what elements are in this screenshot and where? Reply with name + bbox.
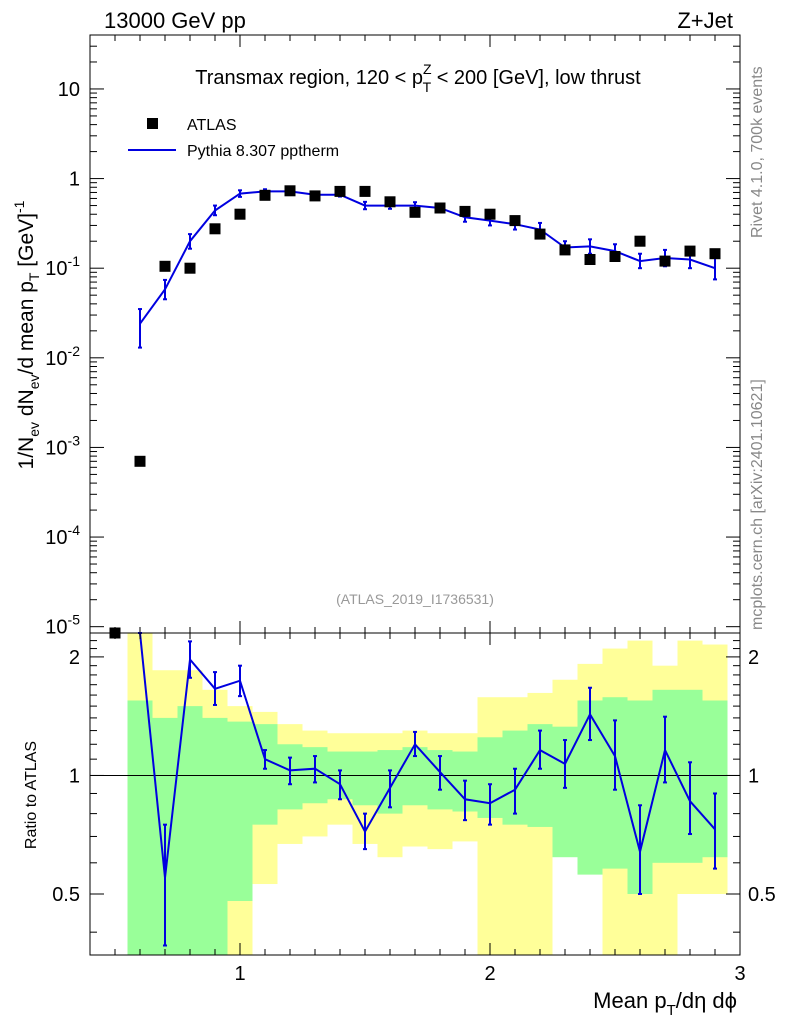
- x-axis-label: Mean pT/dη dϕ: [593, 988, 737, 1019]
- atlas-data-point: [584, 254, 596, 265]
- ratio-axis-ticks: 1 2 3 0.5 0.5 1 1 2 2: [52, 633, 776, 985]
- ratio-y-tick-label-right: 1: [748, 765, 759, 787]
- atlas-data-point: [434, 202, 446, 214]
- legend: ATLAS Pythia 8.307 pptherm: [128, 117, 339, 160]
- atlas-data-point: [284, 185, 296, 197]
- atlas-data-point: [134, 455, 146, 467]
- main-y-tick-label: 10-1: [45, 253, 80, 280]
- ratio-outer-band: [477, 697, 503, 955]
- legend-mc-label: Pythia 8.307 pptherm: [187, 143, 339, 160]
- atlas-data-point: [659, 255, 671, 267]
- atlas-data-point: [159, 260, 171, 272]
- main-plot-background: [90, 35, 740, 633]
- atlas-data-point: [459, 205, 471, 217]
- plot-title-sup: Z: [423, 61, 432, 77]
- atlas-data-point: [259, 189, 271, 201]
- ratio-plot-panel: 1 2 3 0.5 0.5 1 1 2 2 Ratio to ATLAS Mean pT/dη …: [23, 632, 776, 1019]
- main-y-tick-label: 10: [58, 79, 80, 101]
- x-tick-label: 3: [734, 963, 745, 985]
- ratio-y-tick-label-right: 2: [748, 647, 759, 669]
- ratio-inner-band: [252, 724, 278, 825]
- process-label: Z+Jet: [677, 8, 733, 33]
- main-y-axis-label: 1/Nev dNev/d mean pT [GeV]-1: [11, 200, 42, 469]
- main-plot-panel: 10-5 10-4 10-3 10-2 10-1 1 10 Transmax region,…: [11, 34, 741, 639]
- atlas-data-point: [359, 185, 371, 197]
- main-y-tick-label: 10-4: [45, 522, 80, 549]
- ratio-y-tick-label: 2: [69, 647, 80, 669]
- plot-title-post: < 200 [GeV], low thrust: [431, 67, 641, 89]
- legend-atlas-marker: [147, 118, 158, 129]
- atlas-data-point: [509, 215, 521, 227]
- atlas-data-point: [409, 206, 421, 218]
- x-tick-label: 1: [234, 963, 245, 985]
- ratio-inner-band: [127, 700, 153, 955]
- plot-title: Transmax region, 120 < pZ T < 200 [GeV], …: [195, 61, 641, 95]
- ratio-y-axis-label: Ratio to ATLAS: [23, 741, 40, 849]
- atlas-data-point: [684, 245, 696, 257]
- ratio-series-line: [139, 632, 716, 878]
- ratio-plot-frame: [89, 632, 741, 956]
- main-axis-ticks: 10-5 10-4 10-3 10-2 10-1 1 10: [45, 34, 740, 639]
- main-y-tick-label: 10-2: [45, 343, 80, 370]
- main-y-tick-label: 10-5: [45, 612, 80, 639]
- main-y-tick-label: 1: [69, 169, 80, 191]
- atlas-data-point: [534, 228, 546, 240]
- rivet-version-label: Rivet 4.1.0, 700k events: [749, 66, 766, 238]
- ratio-inner-band: [177, 706, 203, 955]
- atlas-data-point: [334, 185, 346, 197]
- atlas-data-point: [234, 208, 246, 220]
- atlas-data-point: [384, 196, 396, 208]
- ratio-inner-band: [352, 751, 378, 806]
- plot-title-pre: Transmax region, 120 < p: [195, 67, 423, 89]
- atlas-data-point: [559, 244, 571, 256]
- ratio-y-tick-label: 0.5: [52, 884, 80, 906]
- plot-title-sub: T: [423, 79, 432, 95]
- ratio-inner-band: [202, 717, 228, 955]
- ratio-inner-band: [227, 721, 253, 901]
- atlas-data-point: [709, 248, 721, 260]
- mcplots-reference-label: mcplots.cern.ch [arXiv:2401.10621]: [749, 379, 766, 630]
- atlas-data-point: [209, 223, 221, 235]
- main-y-tick-label: 10-3: [45, 432, 80, 459]
- ratio-y-tick-label-right: 0.5: [748, 884, 776, 906]
- analysis-id-label: (ATLAS_2019_I1736531): [336, 591, 494, 607]
- ratio-uncertainty-bands: [127, 633, 728, 955]
- atlas-data-point: [609, 251, 621, 262]
- atlas-data-point: [634, 235, 646, 247]
- atlas-data-point: [484, 208, 496, 220]
- energy-label: 13000 GeV pp: [104, 8, 246, 33]
- ratio-y-tick-label: 1: [69, 765, 80, 787]
- atlas-data-point: [184, 262, 196, 274]
- atlas-data-point: [309, 190, 321, 202]
- legend-atlas-label: ATLAS: [187, 117, 237, 134]
- x-tick-label: 2: [484, 963, 495, 985]
